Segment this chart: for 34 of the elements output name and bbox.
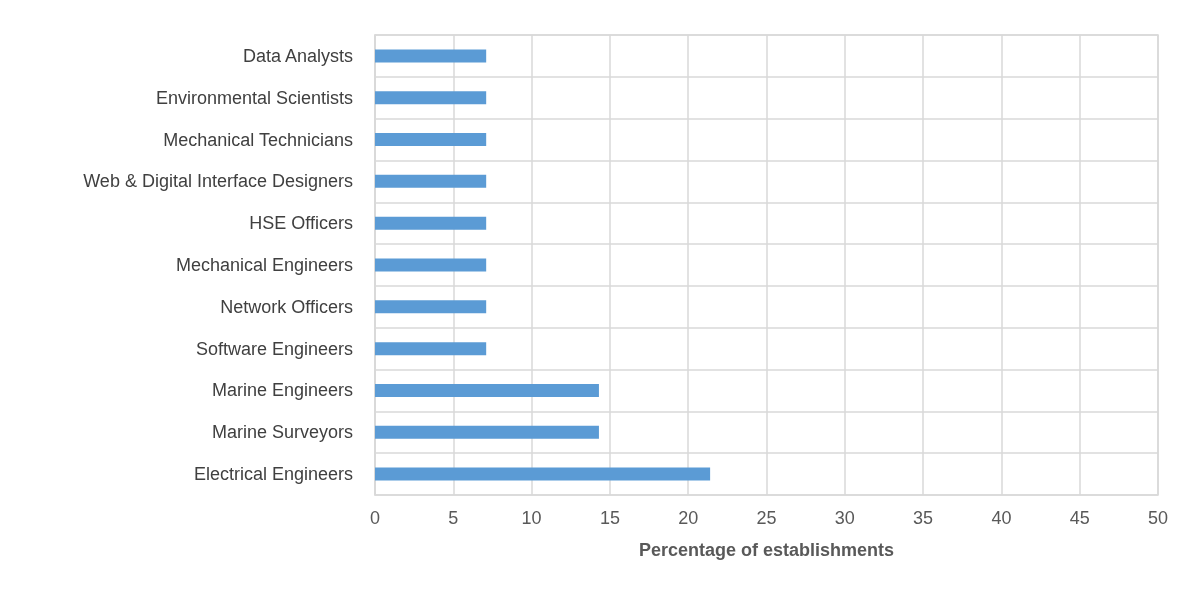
bar	[375, 342, 487, 356]
x-tick-label: 35	[913, 508, 934, 528]
x-tick-label: 30	[834, 508, 855, 528]
x-tick-label: 15	[599, 508, 620, 528]
x-tick-label: 45	[1069, 508, 1090, 528]
bar	[375, 91, 487, 105]
x-tick-label: 10	[521, 508, 542, 528]
y-tick-label: Network Officers	[220, 296, 353, 317]
x-tick-label: 20	[678, 508, 699, 528]
bar	[375, 258, 487, 272]
y-tick-label: Mechanical Technicians	[163, 129, 353, 150]
bar	[375, 174, 487, 188]
x-axis-title: Percentage of establishments	[638, 540, 895, 560]
bar	[375, 383, 599, 397]
x-tick-label: 40	[991, 508, 1012, 528]
y-tick-label: Environmental Scientists	[155, 87, 353, 108]
y-tick-label: Electrical Engineers	[193, 464, 353, 485]
y-tick-label: HSE Officers	[249, 213, 353, 234]
y-tick-label: Mechanical Engineers	[175, 255, 353, 275]
y-tick-label: Marine Engineers	[211, 380, 353, 401]
y-tick-label: Marine Surveyors	[211, 422, 353, 443]
bar	[375, 216, 487, 230]
bar	[375, 133, 487, 147]
x-tick-label: 50	[1147, 508, 1169, 528]
y-tick-label: Data Analysts	[242, 45, 353, 66]
bar	[375, 49, 487, 63]
bar	[375, 425, 599, 439]
x-tick-label: 25	[756, 508, 777, 528]
y-tick-label: Software Engineers	[195, 338, 353, 359]
x-tick-label: 0	[369, 508, 381, 528]
y-tick-label: Web & Digital Interface Designers	[83, 171, 353, 192]
bar	[375, 467, 711, 481]
x-tick-label: 5	[448, 508, 459, 528]
bar	[375, 300, 487, 314]
